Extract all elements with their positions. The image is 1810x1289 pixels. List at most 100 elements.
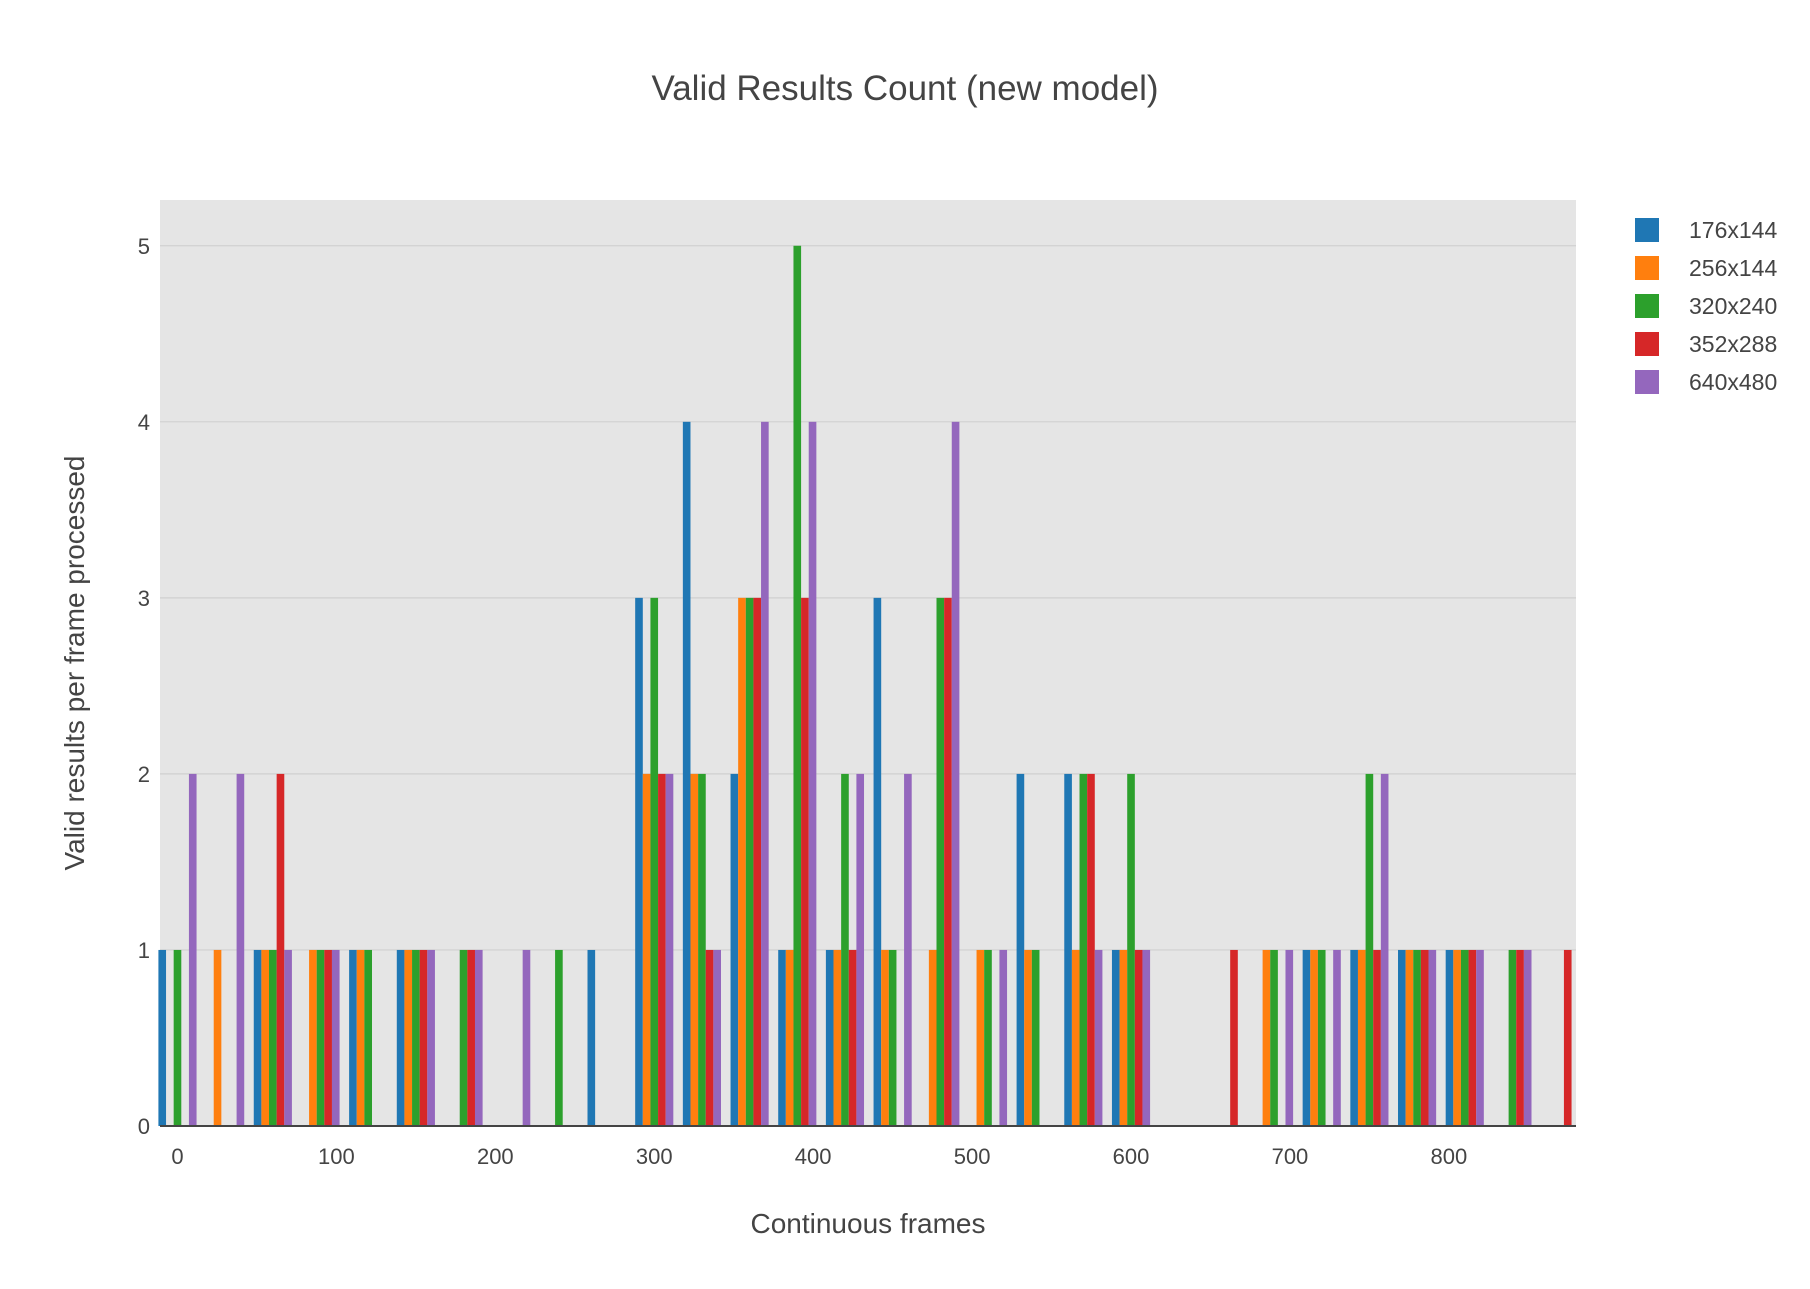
bar-352x288-570[interactable] [1087,773,1095,1126]
bar-640x480-780[interactable] [1428,949,1437,1126]
bar-256x144-810[interactable] [1453,949,1461,1126]
bar-352x288-90[interactable] [324,949,332,1126]
bar-352x288-600[interactable] [1134,949,1143,1126]
bar-256x144-390[interactable] [785,949,794,1126]
bar-256x144-570[interactable] [1071,949,1080,1126]
bar-320x240-330[interactable] [698,773,706,1126]
bar-176x144-780[interactable] [1398,949,1406,1126]
bar-320x240-0[interactable] [173,949,182,1126]
bar-352x288-420[interactable] [848,949,857,1126]
bar-256x144-720[interactable] [1310,949,1318,1126]
bar-176x144-330[interactable] [682,421,691,1126]
bar-256x144-420[interactable] [833,949,842,1126]
bar-176x144-270[interactable] [587,949,596,1126]
bar-256x144-330[interactable] [690,773,699,1126]
bar-256x144-120[interactable] [356,949,365,1126]
bar-320x240-450[interactable] [888,949,897,1126]
bar-352x288-840[interactable] [1516,949,1524,1126]
bar-176x144-360[interactable] [730,773,739,1126]
legend-item-320x240[interactable]: 320x240 [1635,293,1777,319]
bar-320x240-840[interactable] [1508,949,1517,1126]
bar-176x144-300[interactable] [635,597,643,1126]
bar-352x288-360[interactable] [753,597,762,1126]
bar-256x144-510[interactable] [976,949,985,1126]
bar-256x144-780[interactable] [1405,949,1414,1126]
bar-640x480-150[interactable] [427,949,435,1126]
bar-640x480-600[interactable] [1142,949,1151,1126]
bar-176x144-810[interactable] [1445,949,1454,1126]
bar-640x480-570[interactable] [1094,949,1103,1126]
bar-352x288-60[interactable] [276,773,285,1126]
bar-320x240-510[interactable] [984,949,992,1126]
bar-176x144-750[interactable] [1350,949,1358,1126]
bar-320x240-240[interactable] [555,949,563,1126]
bar-352x288-480[interactable] [944,597,952,1126]
bar-176x144-450[interactable] [873,597,882,1126]
bar-352x288-390[interactable] [801,597,809,1126]
bar-640x480-300[interactable] [665,773,674,1126]
bar-640x480-0[interactable] [188,773,197,1126]
bar-640x480-390[interactable] [808,421,817,1126]
bar-640x480-810[interactable] [1476,949,1484,1126]
bar-320x240-420[interactable] [841,773,849,1126]
bar-640x480-450[interactable] [904,773,912,1126]
legend[interactable]: 176x144 256x144 320x240 352x288 640x480 [1635,217,1777,395]
bar-320x240-360[interactable] [745,597,754,1126]
bar-640x480-60[interactable] [284,949,292,1126]
bar-640x480-420[interactable] [856,773,865,1126]
legend-item-176x144[interactable]: 176x144 [1635,217,1777,243]
bar-640x480-360[interactable] [761,421,769,1126]
bar-352x288-330[interactable] [705,949,714,1126]
bar-176x144-60[interactable] [253,949,262,1126]
bar-176x144-540[interactable] [1016,773,1025,1126]
bar-320x240-600[interactable] [1127,773,1135,1126]
bar-320x240-690[interactable] [1270,949,1278,1126]
bar-320x240-120[interactable] [364,949,373,1126]
bar-352x288-870[interactable] [1563,949,1572,1126]
bar-320x240-390[interactable] [793,245,802,1127]
bar-640x480-210[interactable] [522,949,531,1126]
bar-256x144-30[interactable] [213,949,222,1126]
bar-256x144-690[interactable] [1262,949,1271,1126]
bar-640x480-480[interactable] [951,421,960,1126]
bar-256x144-450[interactable] [881,949,889,1126]
bar-320x240-60[interactable] [269,949,277,1126]
bar-320x240-750[interactable] [1365,773,1374,1126]
bar-176x144-720[interactable] [1302,949,1311,1126]
bar-256x144-750[interactable] [1357,949,1366,1126]
bar-320x240-480[interactable] [936,597,945,1126]
bar-256x144-60[interactable] [261,949,270,1126]
bar-320x240-150[interactable] [412,949,420,1126]
bar-352x288-780[interactable] [1420,949,1429,1126]
bar-320x240-780[interactable] [1413,949,1421,1126]
bar-320x240-90[interactable] [316,949,325,1126]
bar-176x144-420[interactable] [825,949,834,1126]
bar-256x144-360[interactable] [738,597,746,1126]
bar-320x240-300[interactable] [650,597,659,1126]
bar-640x480-840[interactable] [1523,949,1532,1126]
bar-320x240-180[interactable] [459,949,468,1126]
bar-176x144-120[interactable] [349,949,357,1126]
bar-352x288-660[interactable] [1230,949,1238,1126]
legend-item-352x288[interactable]: 352x288 [1635,331,1777,357]
bar-256x144-600[interactable] [1119,949,1128,1126]
legend-item-256x144[interactable]: 256x144 [1635,255,1777,281]
bar-176x144-570[interactable] [1064,773,1072,1126]
bar-320x240-540[interactable] [1031,949,1040,1126]
bar-176x144-390[interactable] [778,949,786,1126]
bar-176x144-0[interactable] [158,949,167,1126]
bar-640x480-30[interactable] [236,773,245,1126]
bar-352x288-750[interactable] [1373,949,1381,1126]
bar-640x480-750[interactable] [1380,773,1389,1126]
bar-640x480-510[interactable] [999,949,1008,1126]
legend-item-640x480[interactable]: 640x480 [1635,369,1777,395]
bar-352x288-810[interactable] [1468,949,1477,1126]
bar-176x144-150[interactable] [396,949,405,1126]
bar-256x144-540[interactable] [1024,949,1032,1126]
bar-640x480-330[interactable] [713,949,721,1126]
bar-256x144-480[interactable] [928,949,937,1126]
bar-352x288-150[interactable] [419,949,428,1126]
bar-176x144-600[interactable] [1111,949,1120,1126]
bar-256x144-150[interactable] [404,949,413,1126]
bar-320x240-570[interactable] [1079,773,1088,1126]
